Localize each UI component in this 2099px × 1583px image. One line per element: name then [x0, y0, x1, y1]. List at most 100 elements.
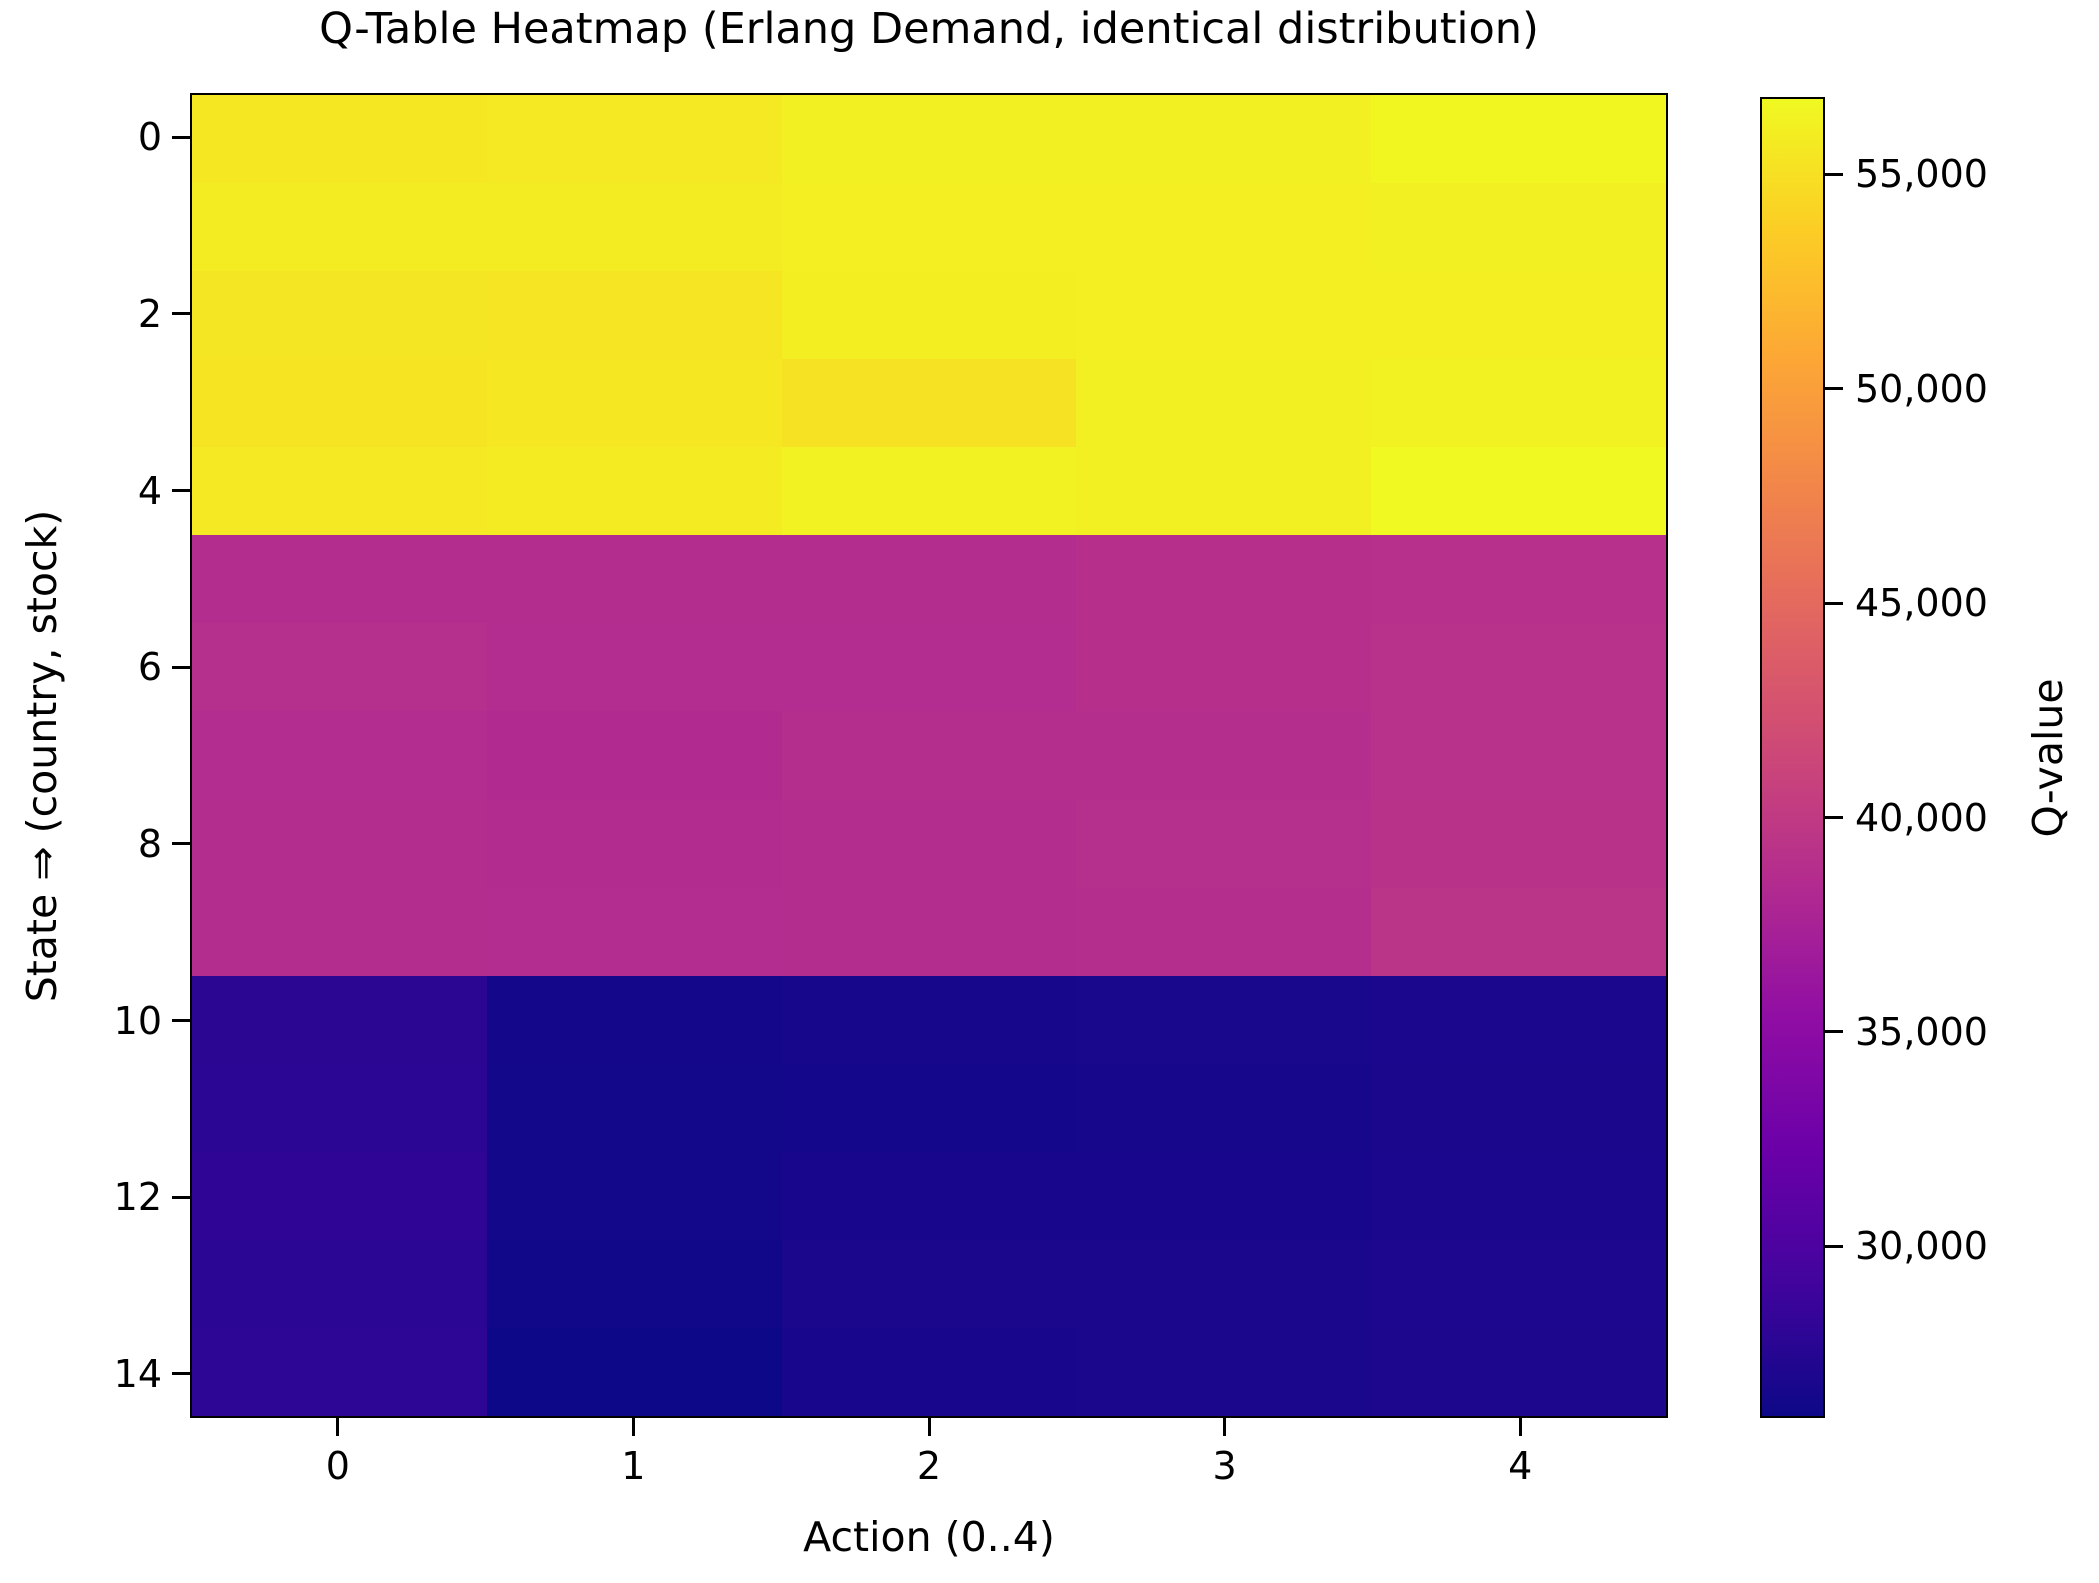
y-tick-label: 4	[137, 468, 162, 513]
heatmap-cell	[781, 799, 1077, 888]
heatmap-cell	[781, 183, 1077, 272]
heatmap-cell	[486, 1327, 782, 1416]
heatmap-cell	[1076, 447, 1372, 536]
heatmap-cell	[1371, 447, 1666, 536]
heatmap-cell	[1371, 535, 1666, 624]
heatmap-cell	[1371, 1327, 1666, 1416]
heatmap-cell	[486, 183, 782, 272]
heatmap-cell	[781, 623, 1077, 712]
y-axis-label: State ⇒ (country, stock)	[18, 509, 66, 1002]
heatmap-cell	[781, 1327, 1077, 1416]
heatmap-cell	[192, 359, 487, 448]
heatmap-cell	[1371, 1239, 1666, 1328]
heatmap-cell	[781, 95, 1077, 184]
heatmap-cell	[1371, 975, 1666, 1064]
heatmap-cell	[1076, 623, 1372, 712]
colorbar-tick-label: 50,000	[1855, 366, 1988, 411]
heatmap-cell	[1076, 183, 1372, 272]
heatmap-cell	[486, 887, 782, 976]
heatmap	[190, 93, 1668, 1418]
y-tick-label: 8	[137, 821, 162, 866]
y-tick-label: 10	[113, 998, 162, 1043]
heatmap-cell	[486, 95, 782, 184]
colorbar-label: Q-value	[2024, 677, 2072, 838]
y-tick-mark	[172, 1372, 190, 1376]
heatmap-cell	[192, 1151, 487, 1240]
colorbar-tick-label: 45,000	[1855, 581, 1988, 626]
heatmap-cell	[486, 447, 782, 536]
heatmap-cell	[1371, 183, 1666, 272]
heatmap-cell	[1076, 975, 1372, 1064]
x-tick-label: 2	[916, 1444, 942, 1488]
heatmap-cell	[192, 95, 487, 184]
heatmap-cell	[192, 799, 487, 888]
heatmap-cell	[781, 975, 1077, 1064]
heatmap-cell	[1371, 1063, 1666, 1152]
heatmap-cell	[781, 535, 1077, 624]
heatmap-cell	[1076, 1327, 1372, 1416]
heatmap-cell	[1076, 887, 1372, 976]
heatmap-cell	[192, 623, 487, 712]
heatmap-cell	[486, 711, 782, 800]
y-tick-mark	[172, 665, 190, 669]
x-tick-mark	[1223, 1418, 1227, 1436]
heatmap-cell	[1076, 1151, 1372, 1240]
colorbar-tick-label: 55,000	[1855, 152, 1988, 197]
y-tick-mark	[172, 842, 190, 846]
x-tick-mark	[631, 1418, 635, 1436]
y-tick-mark	[172, 1019, 190, 1022]
heatmap-cell	[781, 887, 1077, 976]
heatmap-cell	[192, 271, 487, 360]
x-axis-label: Action (0..4)	[803, 1513, 1055, 1561]
heatmap-cell	[486, 1063, 782, 1152]
heatmap-cell	[781, 1239, 1077, 1328]
heatmap-cell	[1371, 887, 1666, 976]
heatmap-cell	[192, 183, 487, 272]
colorbar-tick-mark	[1825, 1030, 1843, 1034]
heatmap-cell	[1371, 1151, 1666, 1240]
colorbar-tick-mark	[1825, 816, 1843, 820]
x-tick-label: 3	[1212, 1444, 1237, 1488]
heatmap-cell	[192, 975, 487, 1064]
heatmap-cell	[192, 1063, 487, 1152]
heatmap-cell	[1371, 623, 1666, 712]
heatmap-cell	[486, 975, 782, 1064]
heatmap-cell	[1076, 271, 1372, 360]
colorbar-tick-mark	[1825, 1244, 1843, 1248]
heatmap-cell	[1371, 359, 1666, 448]
y-tick-label: 12	[113, 1175, 162, 1220]
heatmap-cell	[1076, 95, 1372, 184]
heatmap-cell	[486, 1239, 782, 1328]
heatmap-cell	[486, 359, 782, 448]
heatmap-cell	[1076, 1239, 1372, 1328]
heatmap-cell	[192, 711, 487, 800]
heatmap-cell	[192, 1327, 487, 1416]
heatmap-cell	[781, 359, 1077, 448]
x-tick-mark	[336, 1418, 340, 1436]
heatmap-cell	[486, 271, 782, 360]
colorbar-tick-mark	[1825, 601, 1843, 605]
y-tick-mark	[172, 312, 190, 316]
x-tick-mark	[1518, 1418, 1522, 1436]
heatmap-cell	[1371, 799, 1666, 888]
colorbar-tick-label: 30,000	[1855, 1224, 1988, 1269]
colorbar-tick-mark	[1825, 172, 1843, 176]
heatmap-cell	[1076, 359, 1372, 448]
heatmap-cell	[1076, 799, 1372, 888]
heatmap-cell	[192, 887, 487, 976]
heatmap-cell	[486, 623, 782, 712]
heatmap-cell	[1076, 711, 1372, 800]
y-tick-label: 6	[137, 645, 162, 690]
heatmap-cell	[486, 535, 782, 624]
heatmap-cell	[781, 447, 1077, 536]
heatmap-cell	[192, 1239, 487, 1328]
heatmap-cell	[781, 711, 1077, 800]
heatmap-cell	[781, 1151, 1077, 1240]
chart-title: Q-Table Heatmap (Erlang Demand, identica…	[319, 4, 1539, 54]
colorbar	[1760, 97, 1825, 1418]
colorbar-tick-label: 35,000	[1855, 1009, 1988, 1054]
heatmap-cell	[486, 799, 782, 888]
x-tick-label: 4	[1508, 1444, 1533, 1488]
y-tick-mark	[172, 489, 190, 492]
